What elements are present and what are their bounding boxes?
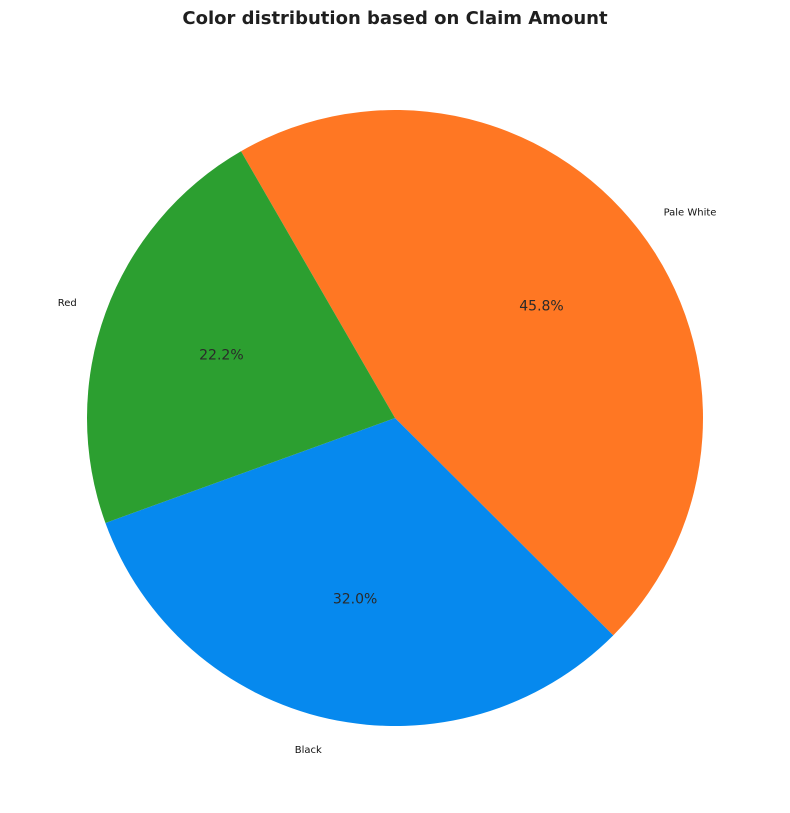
slice-percent-black: 32.0%	[333, 591, 377, 607]
slice-percent-pale-white: 45.8%	[519, 298, 563, 314]
slice-label-pale-white: Pale White	[664, 207, 717, 218]
chart-title: Color distribution based on Claim Amount	[182, 8, 608, 29]
slice-percent-red: 22.2%	[199, 348, 243, 364]
pie-slice-pale-white	[241, 110, 703, 636]
pie-slices	[87, 110, 703, 726]
pie-slice-black	[105, 418, 614, 726]
pie-slice-red	[87, 151, 395, 523]
pie-labels: Pale White 45.8% Black 32.0% Red 22.2%	[58, 207, 717, 755]
slice-label-red: Red	[58, 298, 77, 309]
slice-label-black: Black	[295, 745, 322, 756]
